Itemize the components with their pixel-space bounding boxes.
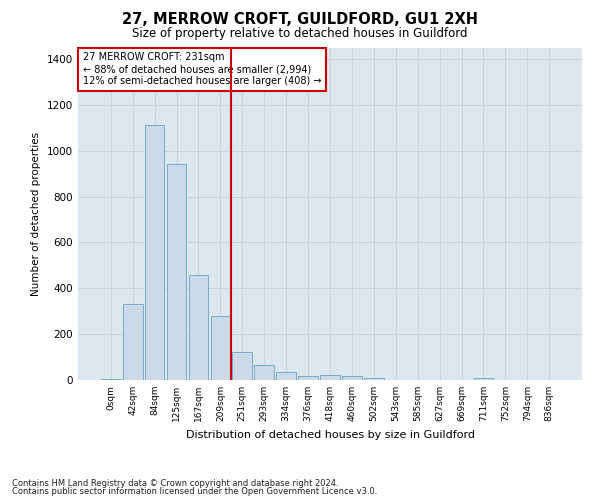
Bar (320, 376, 340, 380)
Text: 27 MERROW CROFT: 231sqm
← 88% of detached houses are smaller (2,994)
12% of semi: 27 MERROW CROFT: 231sqm ← 88% of detache… (83, 52, 322, 86)
Text: 27, MERROW CROFT, GUILDFORD, GU1 2XH: 27, MERROW CROFT, GUILDFORD, GU1 2XH (122, 12, 478, 28)
Bar (167, 164, 187, 380)
X-axis label: Distribution of detached houses by size in Guildford: Distribution of detached houses by size … (185, 430, 475, 440)
Bar (254, 365, 274, 380)
Bar (123, 304, 143, 380)
Text: Contains HM Land Registry data © Crown copyright and database right 2024.: Contains HM Land Registry data © Crown c… (12, 478, 338, 488)
Bar (188, 274, 208, 380)
Text: Size of property relative to detached houses in Guildford: Size of property relative to detached ho… (132, 28, 468, 40)
Bar (211, 316, 230, 380)
Bar (101, 379, 121, 380)
Bar (145, 126, 164, 380)
Y-axis label: Number of detached properties: Number of detached properties (31, 132, 41, 296)
Bar (232, 352, 252, 380)
Bar (364, 378, 384, 380)
Bar (276, 372, 296, 380)
Bar (298, 376, 318, 380)
Bar (473, 378, 493, 380)
Bar (342, 376, 362, 380)
Text: Contains public sector information licensed under the Open Government Licence v3: Contains public sector information licen… (12, 487, 377, 496)
